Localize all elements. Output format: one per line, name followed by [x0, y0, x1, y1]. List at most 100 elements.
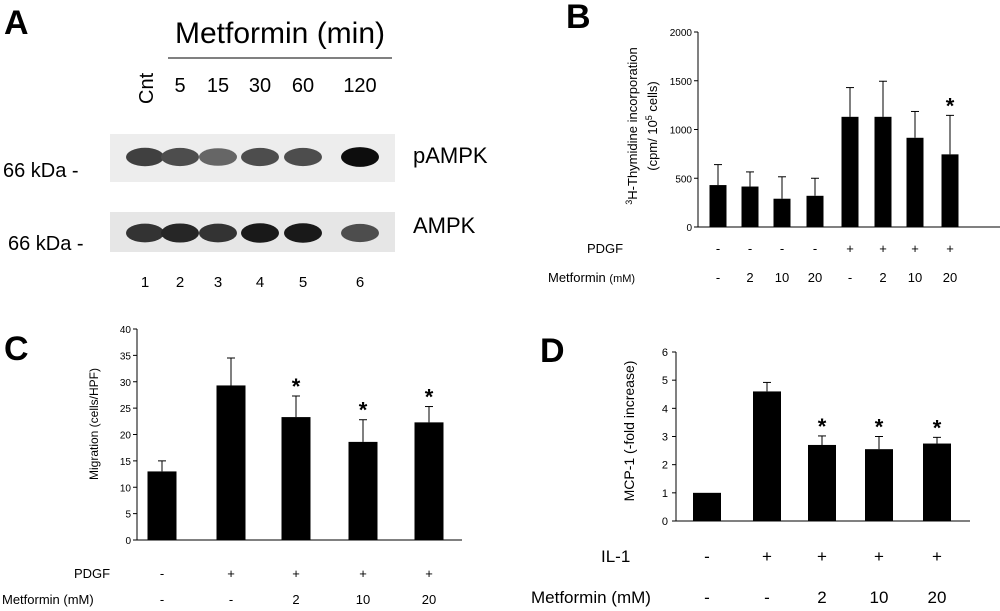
panel-c: C Migration (cells/HPF) 0 5 10 15 20 25 30 35 40…	[2, 325, 462, 607]
chart-d: 0 1 2 3 4 5 6 * * * IL-1 - + + + + Metformin (mM) - - 2 10 20	[531, 347, 970, 607]
condition-label: PDGF	[74, 566, 110, 581]
chart-c: 0 5 10 15 20 25 30 35 40 * * * PDGF - + + + + Metformin (m…	[2, 325, 462, 607]
y-axis-label-d: MCP-1 (-fold increase)	[621, 361, 637, 502]
condition-value: -	[813, 241, 817, 256]
condition-value: -	[716, 241, 720, 256]
panel-letter-a: A	[4, 4, 29, 42]
y-tick-label: 15	[120, 457, 132, 468]
condition-value: 10	[775, 270, 789, 285]
condition-value: -	[716, 270, 720, 285]
time-label: 15	[207, 75, 229, 97]
blot-band	[126, 147, 164, 167]
lane-number: 3	[214, 274, 222, 291]
chart-b: 0 500 1000 1500 2000 * PDGF - - - - + + + + Metformin (…	[548, 28, 1000, 285]
blot-bands	[126, 147, 379, 243]
y-tick-label: 1	[662, 488, 668, 500]
band-name-pampk: pAMPK	[413, 143, 488, 168]
condition-value: +	[874, 547, 884, 566]
condition-value: -	[848, 270, 852, 285]
bar	[874, 116, 892, 227]
panel-d: D MCP-1 (-fold increase) 0 1 2 3 4 5 6 * * * IL-1 -…	[531, 332, 970, 607]
condition-value: 2	[746, 270, 753, 285]
time-label: 60	[292, 75, 314, 97]
bar	[865, 449, 893, 521]
bar	[906, 137, 924, 227]
bar	[923, 443, 951, 521]
y-tick-label: 40	[120, 325, 132, 336]
condition-value: +	[762, 547, 772, 566]
condition-label: Metformin (mM)	[2, 592, 94, 607]
time-label: 120	[343, 75, 376, 97]
band-name-ampk: AMPK	[413, 213, 476, 238]
bar	[693, 492, 721, 521]
panel-b: B 3H-Thymidine incorporation (cpm/ 105 c…	[548, 0, 1000, 285]
lane-number: 1	[141, 274, 149, 291]
blot-band	[241, 223, 279, 243]
significance-star: *	[818, 414, 827, 439]
significance-star: *	[292, 374, 301, 399]
y-tick-label: 2000	[670, 28, 693, 39]
mw-marker-pampk: 66 kDa -	[3, 160, 79, 182]
y-tick-label: 2	[662, 460, 668, 472]
condition-value: 20	[422, 592, 436, 607]
bar	[348, 441, 378, 540]
condition-label: Metformin (mM)	[548, 270, 635, 285]
bar	[216, 385, 246, 540]
y-tick-label: 20	[120, 431, 132, 442]
blot-band	[126, 223, 164, 243]
condition-value: 20	[943, 270, 957, 285]
condition-value: +	[425, 566, 433, 581]
y-tick-label: 5	[125, 510, 131, 521]
condition-value: 10	[870, 588, 889, 607]
blot-band	[241, 147, 279, 167]
condition-value: 10	[356, 592, 370, 607]
condition-value: -	[780, 241, 784, 256]
condition-value: -	[764, 588, 770, 607]
condition-value: +	[911, 241, 919, 256]
condition-value: -	[160, 566, 164, 581]
bar	[941, 154, 959, 227]
panel-letter-c: C	[4, 330, 29, 368]
bar	[806, 195, 824, 227]
y-tick-label: 6	[662, 347, 668, 359]
y-tick-label: 35	[120, 351, 132, 362]
condition-value: +	[846, 241, 854, 256]
condition-value: +	[227, 566, 235, 581]
control-lane-label: Cnt	[136, 72, 158, 104]
condition-value: +	[817, 547, 827, 566]
lane-number: 6	[356, 274, 364, 291]
y-tick-label: 0	[125, 536, 131, 547]
time-labels: 5 15 30 60 120	[174, 75, 376, 97]
panel-letter-d: D	[540, 332, 565, 370]
lane-number: 5	[299, 274, 307, 291]
blot-band	[161, 223, 199, 243]
time-label: 5	[174, 75, 185, 97]
y-tick-label: 0	[686, 223, 692, 234]
condition-value: +	[292, 566, 300, 581]
bar	[808, 444, 836, 521]
condition-value: -	[748, 241, 752, 256]
condition-value: +	[879, 241, 887, 256]
condition-value: 20	[808, 270, 822, 285]
condition-value: +	[946, 241, 954, 256]
blot-band	[284, 147, 322, 167]
y-tick-label: 0	[662, 516, 668, 528]
time-label: 30	[249, 75, 271, 97]
significance-star: *	[359, 398, 368, 423]
blot-band	[199, 223, 237, 243]
condition-value: -	[704, 588, 710, 607]
significance-star: *	[933, 415, 942, 440]
y-tick-label: 30	[120, 378, 132, 389]
y-tick-label: 5	[662, 375, 668, 387]
y-tick-label: 3	[662, 432, 668, 444]
panel-a: A Metformin (min) Cnt 5 15 30 60 120 pAMPK A…	[3, 4, 488, 291]
condition-label: IL-1	[601, 547, 630, 566]
y-tick-label: 4	[662, 403, 668, 415]
bar	[281, 417, 311, 540]
condition-value: +	[932, 547, 942, 566]
y-axis-label-b-line2: (cpm/ 105 cells)	[644, 81, 660, 171]
y-tick-label: 1000	[670, 126, 693, 137]
condition-value: 10	[908, 270, 922, 285]
y-tick-label: 10	[120, 483, 132, 494]
bar	[709, 185, 727, 227]
